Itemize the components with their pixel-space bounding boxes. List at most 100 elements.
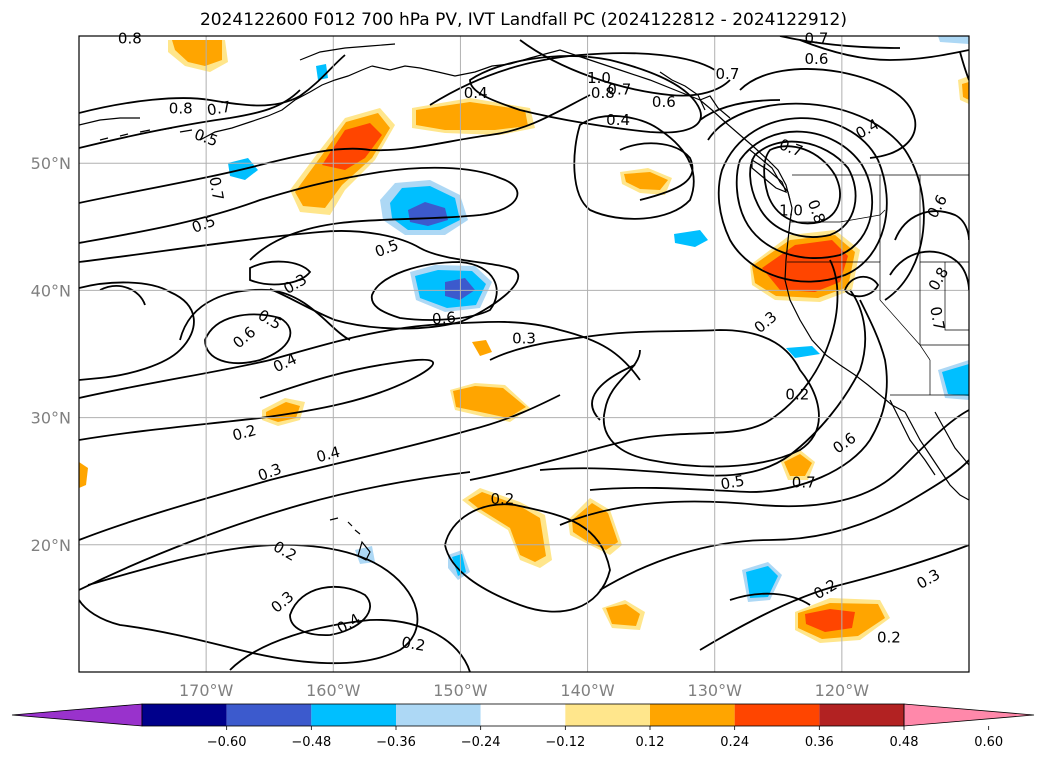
contour-label: 0.3 <box>512 330 536 348</box>
shade-positive-tiny <box>472 340 492 356</box>
contour-label: 0.7 <box>205 175 227 202</box>
political-borders <box>787 174 969 396</box>
contour-line <box>79 166 519 261</box>
contour-label-text: 0.6 <box>431 308 456 328</box>
colorbar-tick-label: −0.12 <box>545 735 585 750</box>
colorbar-segment <box>396 704 481 726</box>
shade-positive-gulf-core <box>322 123 382 170</box>
contour-line <box>489 329 820 468</box>
contour-label-text: 1.0 <box>587 69 611 87</box>
contour-label-text: 0.6 <box>652 93 676 111</box>
coastline-alaska-panhandle <box>659 71 731 119</box>
contour-label-text: 0.7 <box>804 30 828 48</box>
contour-label: 0.6 <box>829 429 859 457</box>
colorbar-segment <box>226 704 312 726</box>
contour-label: 0.6 <box>652 93 676 111</box>
shade-negative-5 <box>674 230 708 247</box>
contour-line <box>249 260 312 286</box>
colorbar-tick-label: −0.36 <box>376 735 416 750</box>
contour-label: 0.8 <box>118 30 142 48</box>
contour-line <box>749 140 857 238</box>
contour-label: 0.4 <box>852 115 882 143</box>
contour-label: 0.7 <box>715 65 739 83</box>
contour-label: 0.2 <box>490 490 514 508</box>
contour-line <box>79 471 471 591</box>
colorbar-frame <box>141 703 905 727</box>
colorbar-min-extend <box>11 703 143 727</box>
colorbar-tick-label: 0.36 <box>805 735 834 750</box>
contour-line <box>717 117 888 283</box>
contour-label-text: 0.6 <box>829 429 859 457</box>
coastline-bc <box>749 149 793 223</box>
contour-label-text: 0.6 <box>229 323 259 352</box>
lat-tick-label: 30°N <box>31 409 71 428</box>
shade-positive-nw-core <box>172 40 222 66</box>
contour-label: 0.4 <box>314 443 342 467</box>
colorbar-segment <box>565 704 650 726</box>
shade-positive-sse-core <box>805 609 855 632</box>
contour-label-text: 0.7 <box>607 80 631 98</box>
contour-line <box>589 299 888 493</box>
contour-label-text: 0.4 <box>464 84 488 102</box>
shade-positive-small-1-core <box>624 172 668 190</box>
contour-line <box>735 130 874 259</box>
coastlines <box>79 43 969 561</box>
border-nv-ca <box>879 299 931 361</box>
contour-line <box>539 289 867 477</box>
contour-line <box>559 409 969 526</box>
colorbar-segment <box>142 704 227 726</box>
contour-line <box>799 39 969 61</box>
contour-label: 1.0 <box>779 201 803 219</box>
contour-line <box>699 99 781 121</box>
contour-label: 0.4 <box>464 84 488 102</box>
contour-label-text: 0.8 <box>169 100 193 118</box>
contour-label: 0.7 <box>804 30 828 48</box>
shade-positive-small-2-core <box>266 402 300 422</box>
shade-negative-9-core <box>452 554 466 576</box>
coastline-vancouver-island <box>751 158 788 194</box>
colorbar-tick-label: 0.48 <box>890 735 919 750</box>
contour-label: 0.8 <box>169 100 193 118</box>
contour-line <box>204 313 292 364</box>
contour-line <box>79 320 641 399</box>
map-title: 2024122600 F012 700 hPa PV, IVT Landfall… <box>199 10 847 30</box>
map-frame <box>78 35 970 673</box>
contour-label-text: 0.7 <box>926 305 948 332</box>
contour-label-text: 0.7 <box>792 473 816 491</box>
contour-label: 0.8 <box>591 84 615 102</box>
contour-line <box>959 51 969 81</box>
contour-label: 0.5 <box>719 472 746 494</box>
lon-tick-label: 160°W <box>306 681 361 700</box>
coastline-gulf-alaska <box>509 49 791 201</box>
contour-line <box>779 36 901 49</box>
contour-label: 0.6 <box>431 308 456 328</box>
longitude-labels: 170°W 160°W 150°W 140°W 130°W 120°W <box>179 681 869 700</box>
colorbar-tick-label: 0.12 <box>636 735 665 750</box>
coastline-alaska-south <box>371 63 511 77</box>
colorbar-tick-label: −0.48 <box>291 735 331 750</box>
shade-negative-8 <box>938 36 969 44</box>
positive-anomaly-shading <box>79 40 969 643</box>
colorbar-segment <box>311 704 396 726</box>
contour-label-text: 0.2 <box>785 386 809 404</box>
lon-tick-label: 130°W <box>688 681 743 700</box>
coastline-alaska-mainland <box>299 43 396 61</box>
contour-line <box>469 259 839 481</box>
contour-label: 0.7 <box>607 80 631 98</box>
contour-label-text: 0.7 <box>206 98 233 120</box>
contour-label-text: 0.4 <box>606 111 630 129</box>
shade-positive-s-core <box>606 604 640 626</box>
border-co <box>944 262 969 331</box>
contour-line <box>591 364 636 421</box>
contour-line <box>444 503 611 613</box>
contour-label-text: 0.2 <box>877 629 901 647</box>
contour-label: 0.7 <box>926 305 948 332</box>
shade-negative-11-core <box>746 566 778 598</box>
contour-line <box>370 261 498 321</box>
lon-tick-label: 120°W <box>815 681 870 700</box>
pv-shading <box>79 36 969 643</box>
lon-tick-label: 170°W <box>179 681 234 700</box>
pv-contours <box>79 36 969 672</box>
contour-label-text: 0.4 <box>314 443 342 467</box>
